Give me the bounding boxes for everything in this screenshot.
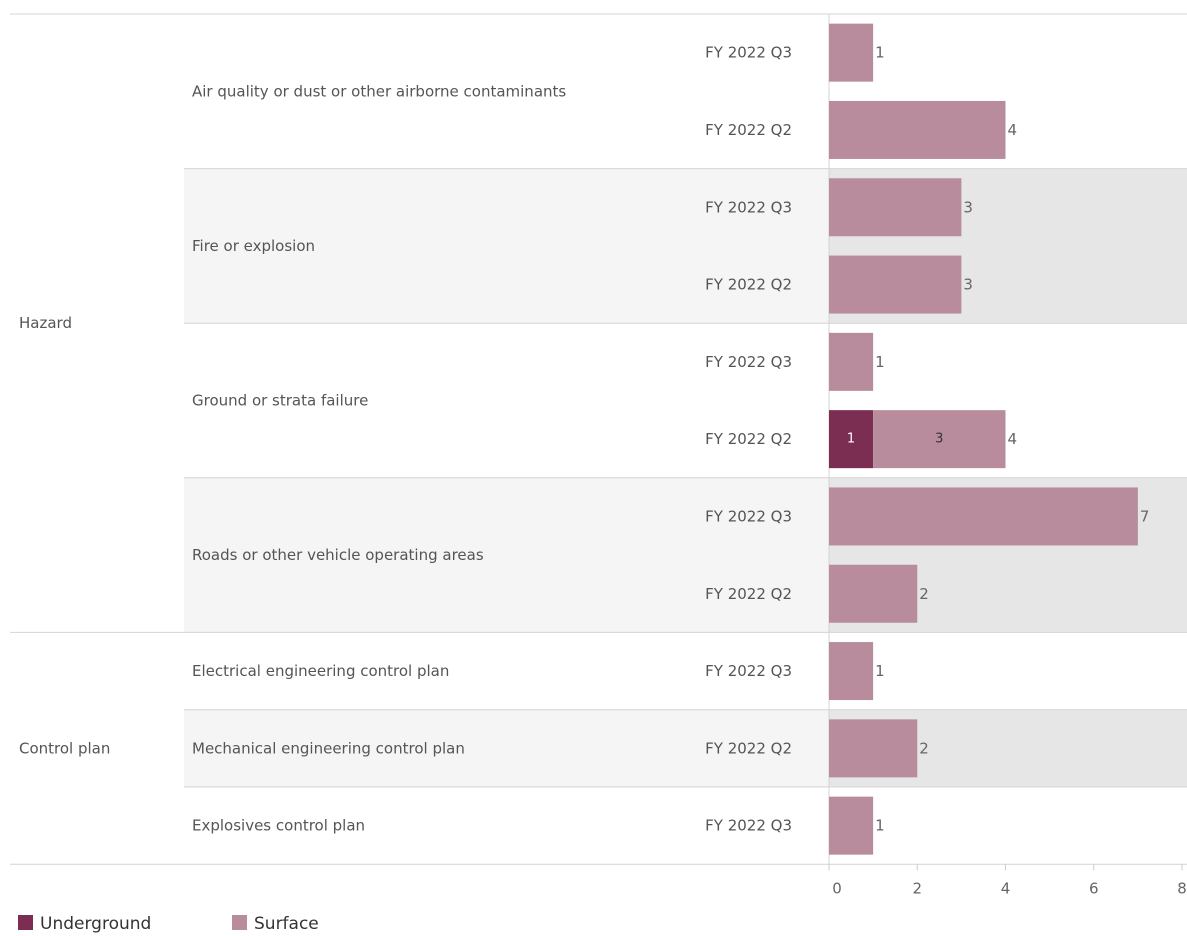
bar-total-label: 1 — [875, 44, 885, 62]
legend-swatch-surface — [232, 915, 247, 930]
subgroup-label: Ground or strata failure — [192, 392, 368, 410]
bar-total-label: 2 — [919, 585, 929, 603]
bar-surface — [829, 642, 874, 701]
bar-total-label: 4 — [1008, 121, 1018, 139]
period-label: FY 2022 Q2 — [705, 121, 792, 139]
band-label-area — [184, 709, 829, 787]
x-tick-label: 8 — [1177, 879, 1187, 897]
bar-surface — [829, 255, 962, 314]
legend-swatch-underground — [18, 915, 33, 930]
bar-surface — [829, 796, 874, 855]
x-tick-label: 2 — [912, 879, 922, 897]
band-label-area — [184, 477, 829, 633]
subgroup-label: Roads or other vehicle operating areas — [192, 546, 484, 564]
bar-total-label: 3 — [963, 198, 973, 216]
bar-total-label: 2 — [919, 739, 929, 757]
bar-surface — [873, 410, 1006, 469]
x-tick-label: 4 — [1001, 879, 1011, 897]
subgroup-label: Air quality or dust or other airborne co… — [192, 82, 566, 100]
bar-surface — [829, 23, 874, 82]
bar-total-label: 1 — [875, 817, 885, 835]
period-label: FY 2022 Q3 — [705, 198, 792, 216]
bar-total-label: 4 — [1008, 430, 1018, 448]
period-label: FY 2022 Q3 — [705, 353, 792, 371]
period-label: FY 2022 Q3 — [705, 817, 792, 835]
legend-label-underground: Underground — [40, 914, 151, 934]
x-tick-label: 0 — [832, 879, 842, 897]
segment-value-label: 1 — [847, 432, 855, 447]
period-label: FY 2022 Q2 — [705, 739, 792, 757]
bar-surface — [829, 487, 1138, 546]
period-label: FY 2022 Q3 — [705, 507, 792, 525]
band-label-area — [184, 168, 829, 324]
period-label: FY 2022 Q2 — [705, 276, 792, 294]
bar-surface — [829, 719, 918, 778]
bar-total-label: 1 — [875, 662, 885, 680]
segment-value-label: 3 — [935, 432, 943, 447]
bar-surface — [829, 178, 962, 237]
group-label: Control plan — [19, 739, 110, 757]
bar-surface — [829, 332, 874, 391]
bar-total-label: 3 — [963, 276, 973, 294]
bar-surface — [829, 100, 1006, 159]
subgroup-label: Explosives control plan — [192, 817, 365, 835]
period-label: FY 2022 Q2 — [705, 585, 792, 603]
subgroup-label: Electrical engineering control plan — [192, 662, 449, 680]
subgroup-label: Mechanical engineering control plan — [192, 739, 465, 757]
bar-total-label: 1 — [875, 353, 885, 371]
subgroup-label: Fire or explosion — [192, 237, 315, 255]
group-label: Hazard — [19, 314, 72, 332]
bar-total-label: 7 — [1140, 507, 1150, 525]
period-label: FY 2022 Q2 — [705, 430, 792, 448]
legend-label-surface: Surface — [254, 914, 319, 934]
x-tick-label: 6 — [1089, 879, 1099, 897]
period-label: FY 2022 Q3 — [705, 662, 792, 680]
bar-surface — [829, 564, 918, 623]
bar-underground — [829, 410, 874, 469]
period-label: FY 2022 Q3 — [705, 44, 792, 62]
